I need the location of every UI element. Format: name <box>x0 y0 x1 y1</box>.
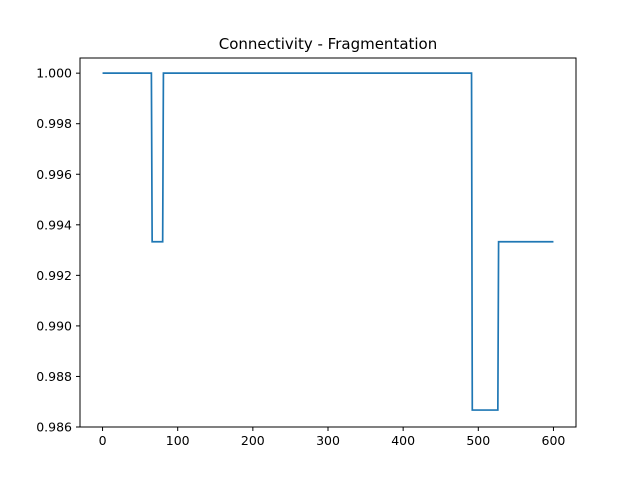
x-tick-label: 500 <box>466 433 490 448</box>
x-tick-label: 0 <box>99 433 107 448</box>
y-tick-label: 0.986 <box>36 420 72 435</box>
y-tick-label: 0.992 <box>36 268 72 283</box>
x-tick-label: 200 <box>241 433 265 448</box>
x-tick-label: 400 <box>391 433 415 448</box>
y-axis: 0.986 0.988 0.990 0.992 0.994 0.996 0.998 1.000 <box>36 66 80 435</box>
x-tick-label: 300 <box>316 433 340 448</box>
y-tick-label: 0.998 <box>36 116 72 131</box>
x-tick-label: 600 <box>542 433 566 448</box>
y-tick-label: 0.990 <box>36 318 72 333</box>
y-tick-label: 1.000 <box>36 66 72 81</box>
y-tick-label: 0.988 <box>36 369 72 384</box>
x-axis: 0 100 200 300 400 500 600 <box>99 427 566 448</box>
x-tick-label: 100 <box>166 433 190 448</box>
y-tick-label: 0.994 <box>36 217 72 232</box>
chart-title: Connectivity - Fragmentation <box>219 35 438 53</box>
y-tick-label: 0.996 <box>36 167 72 182</box>
series-line <box>102 72 554 411</box>
